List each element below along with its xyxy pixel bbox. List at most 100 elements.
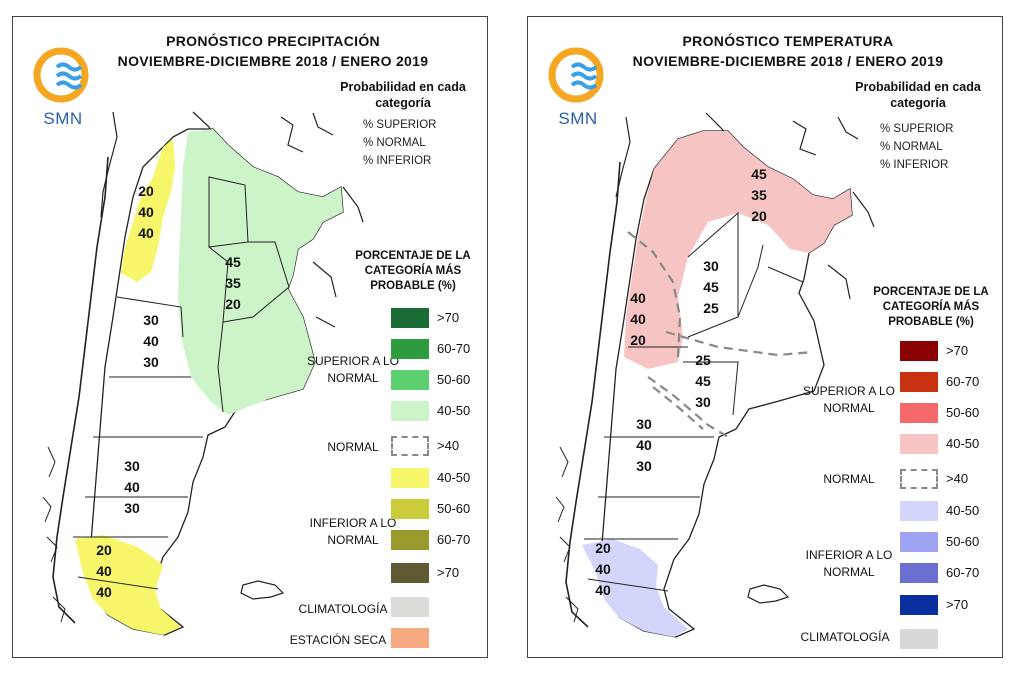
region-value: 40	[595, 561, 611, 577]
legend-swatch	[391, 308, 429, 328]
region-value: 30	[636, 416, 652, 432]
region-value: 40	[630, 290, 646, 306]
malvinas-islands	[747, 584, 790, 604]
region-value: 45	[703, 279, 719, 295]
neighbour-borders	[100, 111, 364, 328]
smn-logo: SMN	[31, 45, 95, 135]
legend-label: 50-60	[437, 372, 471, 387]
legend-swatch	[900, 434, 938, 454]
legend-group-superior: SUPERIOR A LO NORMAL	[802, 384, 896, 415]
legend-label: >40	[437, 438, 460, 453]
chile-coast	[565, 161, 621, 628]
region-value: 35	[225, 275, 241, 291]
superior-area	[624, 131, 852, 369]
cat-superior: % SUPERIOR	[363, 119, 437, 131]
percentage-heading: PORCENTAJE DE LA CATEGORÍA MÁS PROBABLE …	[355, 250, 471, 292]
legend-group-climatologia: CLIMATOLOGÍA	[800, 630, 890, 644]
legend-swatch	[391, 597, 429, 617]
superior-area	[178, 129, 343, 415]
legend-swatch	[391, 499, 429, 519]
cat-inferior: % INFERIOR	[880, 159, 949, 171]
precipitation-panel: SMN PRONÓSTICO PRECIPITACIÓN NOVIEMBRE-D…	[12, 16, 488, 658]
region-value: 25	[695, 352, 711, 368]
legend-label: >40	[946, 471, 969, 486]
legend-label: 40-50	[946, 436, 980, 451]
legend-group-climatologia: CLIMATOLOGÍA	[298, 602, 388, 616]
normal-dashed-areas	[627, 231, 814, 438]
inferior-area-south	[582, 539, 688, 637]
legend-swatch	[900, 341, 938, 361]
legend-swatch	[391, 370, 429, 390]
legend-swatch	[900, 595, 938, 615]
map-title: PRONÓSTICO TEMPERATURA	[682, 33, 894, 49]
legend-label: 60-70	[437, 341, 471, 356]
cat-inferior: % INFERIOR	[363, 155, 432, 167]
legend-label: 50-60	[946, 405, 980, 420]
legend-group-superior: SUPERIOR A LO NORMAL	[306, 354, 400, 385]
legend-label: 50-60	[437, 501, 471, 516]
region-value: 30	[636, 458, 652, 474]
legend-label: >70	[946, 343, 969, 358]
region-value: 20	[630, 332, 646, 348]
region-value: 35	[751, 187, 767, 203]
region-value: 45	[695, 373, 711, 389]
legend-group-normal: NORMAL	[823, 472, 875, 486]
legend-label: 40-50	[437, 470, 471, 485]
legend-swatch	[900, 563, 938, 583]
legend-swatch	[900, 629, 938, 649]
southern-islands	[42, 446, 66, 623]
legend-group-estacion-seca: ESTACIÓN SECA	[289, 633, 387, 647]
region-value: 25	[703, 300, 719, 316]
map-title: PRONÓSTICO PRECIPITACIÓN	[166, 33, 380, 49]
probability-heading: Probabilidad en cada categoría	[855, 80, 981, 110]
legend-group-normal: NORMAL	[327, 440, 379, 454]
map-period: NOVIEMBRE-DICIEMBRE 2018 / ENERO 2019	[632, 53, 944, 69]
legend-label: 60-70	[946, 565, 980, 580]
precipitation-map	[42, 111, 364, 636]
legend-swatch	[391, 401, 429, 421]
smn-sun-icon	[548, 47, 604, 103]
cat-normal: % NORMAL	[363, 137, 426, 149]
legend-label: >70	[437, 310, 460, 325]
map-period: NOVIEMBRE-DICIEMBRE 2018 / ENERO 2019	[117, 53, 429, 69]
legend-swatch	[900, 403, 938, 423]
region-value: 30	[695, 394, 711, 410]
legend-label: >70	[946, 597, 969, 612]
region-value: 40	[636, 437, 652, 453]
legend-label: >70	[437, 565, 460, 580]
region-value: 20	[751, 208, 767, 224]
legend-label: 60-70	[946, 374, 980, 389]
legend-label: 40-50	[437, 403, 471, 418]
region-value: 20	[96, 542, 112, 558]
probability-heading: Probabilidad en cada categoría	[340, 80, 466, 110]
legend-swatch	[391, 563, 429, 583]
region-value: 40	[96, 584, 112, 600]
region-value: 30	[143, 354, 159, 370]
legend-group-inferior: INFERIOR A LO NORMAL	[805, 548, 893, 579]
region-value: 40	[138, 225, 154, 241]
legend-swatch	[391, 468, 429, 488]
malvinas-islands	[240, 580, 285, 600]
region-value: 40	[143, 333, 159, 349]
percentage-heading: PORCENTAJE DE LA CATEGORÍA MÁS PROBABLE …	[873, 286, 989, 328]
region-value: 30	[124, 458, 140, 474]
region-value: 30	[703, 258, 719, 274]
legend-swatch	[900, 372, 938, 392]
legend-group-inferior: INFERIOR A LO NORMAL	[309, 516, 397, 547]
region-value: 40	[124, 479, 140, 495]
legend-swatch	[391, 436, 429, 456]
region-value: 20	[138, 183, 154, 199]
region-value: 40	[595, 582, 611, 598]
region-value: 30	[124, 500, 140, 516]
region-value: 20	[225, 296, 241, 312]
smn-logo-text: SMN	[558, 109, 598, 128]
temperature-map	[555, 112, 875, 638]
legend-swatch	[900, 532, 938, 552]
southern-islands	[555, 446, 579, 623]
inferior-area-north	[121, 139, 175, 282]
region-value: 40	[630, 311, 646, 327]
region-value: 20	[595, 540, 611, 556]
legend-swatch	[900, 501, 938, 521]
smn-sun-icon	[33, 47, 89, 103]
region-value: 45	[751, 166, 767, 182]
